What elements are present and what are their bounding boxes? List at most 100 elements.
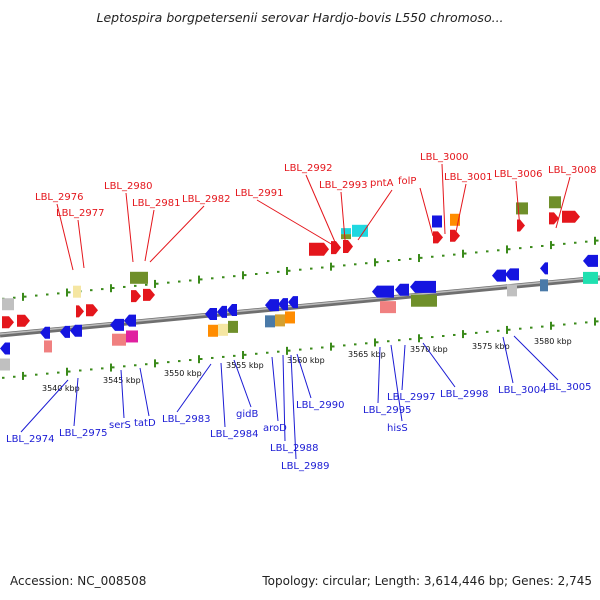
gene-feature	[275, 314, 285, 327]
reverse-leader-line	[271, 356, 279, 422]
reverse-leader-line	[377, 346, 381, 404]
forward-track-dot	[90, 289, 93, 292]
reverse-leader-line	[120, 369, 125, 419]
forward-track-dot	[387, 260, 390, 263]
forward-leader-line	[340, 191, 346, 241]
forward-track-major-tick	[154, 279, 156, 288]
reverse-track-major-tick	[66, 367, 68, 376]
reverse-leader-line	[233, 359, 252, 408]
scale-tick-label: 3575 kbp	[472, 342, 510, 351]
forward-track-dot	[321, 266, 324, 269]
reverse-track-dot	[464, 332, 467, 335]
reverse-gene-label: LBL_2983	[162, 414, 210, 425]
forward-track-dot	[167, 281, 170, 284]
forward-track-dot	[420, 256, 423, 259]
reverse-track-dot	[244, 353, 247, 356]
reverse-gene-label: LBL_2989	[281, 461, 329, 472]
reverse-track-dot	[376, 341, 379, 344]
reverse-track-dot	[123, 365, 126, 368]
forward-gene-label: LBL_2980	[104, 181, 152, 192]
forward-track-dot	[486, 250, 489, 253]
reverse-gene-label: hisS	[387, 423, 408, 434]
forward-gene	[562, 210, 580, 223]
forward-gene	[76, 305, 84, 318]
reverse-track-dot	[486, 330, 489, 333]
forward-gene-label: LBL_2977	[56, 208, 104, 219]
forward-gene-label: LBL_2993	[319, 180, 367, 191]
gene-feature	[549, 196, 561, 209]
reverse-track-dot	[288, 349, 291, 352]
reverse-leader-line	[20, 379, 69, 433]
backbone-highlight	[0, 276, 600, 335]
forward-track-dot	[332, 265, 335, 268]
forward-leader-line	[125, 192, 134, 263]
reverse-track-dot	[222, 355, 225, 358]
gene-feature	[208, 324, 218, 337]
reverse-leader-line	[176, 363, 212, 413]
gene-feature	[126, 330, 138, 343]
reverse-leader-line	[296, 353, 312, 399]
forward-gene-label: LBL_3008	[548, 165, 596, 176]
scale-tick-label: 3555 kbp	[226, 361, 264, 370]
reverse-track-major-tick	[242, 351, 244, 360]
scale-tick-label: 3550 kbp	[164, 369, 202, 378]
forward-track-dot	[343, 264, 346, 267]
forward-track-dot	[530, 246, 533, 249]
reverse-track-major-tick	[22, 371, 24, 380]
forward-track-dot	[123, 285, 126, 288]
reverse-gene-label: LBL_3004	[498, 385, 546, 396]
reverse-track-dot	[398, 339, 401, 342]
reverse-leader-line	[390, 344, 403, 422]
forward-track-dot	[299, 268, 302, 271]
forward-track-major-tick	[374, 258, 376, 267]
forward-leader-line	[455, 183, 467, 233]
reverse-gene	[0, 342, 10, 355]
gene-feature	[0, 358, 10, 371]
reverse-track-dot	[233, 354, 236, 357]
reverse-track-dot	[79, 369, 82, 372]
forward-gene-label: LBL_2976	[35, 192, 83, 203]
reverse-gene-label: LBL_3005	[543, 382, 591, 393]
gene-feature	[540, 279, 548, 292]
reverse-gene	[540, 262, 548, 275]
reverse-track-major-tick	[374, 338, 376, 347]
reverse-leader-line	[282, 354, 286, 442]
forward-gene-label: LBL_2981	[132, 198, 180, 209]
forward-track-major-tick	[330, 262, 332, 271]
forward-gene	[343, 239, 353, 253]
reverse-track-dot	[13, 375, 16, 378]
reverse-gene	[60, 325, 70, 338]
reverse-track-dot	[46, 372, 49, 375]
forward-track-dot	[35, 294, 38, 297]
forward-gene-label: LBL_2992	[284, 163, 332, 174]
forward-gene	[517, 219, 525, 232]
forward-track-dot	[46, 293, 49, 296]
forward-track-major-tick	[506, 245, 508, 254]
forward-leader-line	[419, 187, 434, 237]
reverse-gene	[372, 285, 394, 298]
map-title: Leptospira borgpetersenii serovar Hardjo…	[96, 10, 504, 25]
forward-track-dot	[57, 292, 60, 295]
forward-gene-label: pntA	[370, 178, 394, 189]
forward-track-dot	[288, 269, 291, 272]
reverse-gene-label: LBL_2995	[363, 405, 411, 416]
reverse-track-major-tick	[506, 325, 508, 334]
reverse-gene	[265, 299, 279, 312]
gene-feature	[265, 315, 275, 328]
reverse-track-dot	[563, 323, 566, 326]
forward-track-dot	[233, 275, 236, 278]
reverse-track-dot	[508, 328, 511, 331]
accession-text: Accession: NC_008508	[10, 574, 147, 588]
forward-track-dot	[222, 276, 225, 279]
reverse-leader-line	[139, 367, 150, 417]
gene-feature	[228, 320, 238, 333]
reverse-track-major-tick	[462, 330, 464, 339]
reverse-track-dot	[343, 344, 346, 347]
forward-track-dot	[398, 258, 401, 261]
forward-track-dot	[475, 251, 478, 254]
forward-leader-line	[515, 180, 521, 230]
reverse-track-major-tick	[198, 355, 200, 364]
reverse-gene	[205, 307, 217, 320]
reverse-track-dot	[497, 329, 500, 332]
